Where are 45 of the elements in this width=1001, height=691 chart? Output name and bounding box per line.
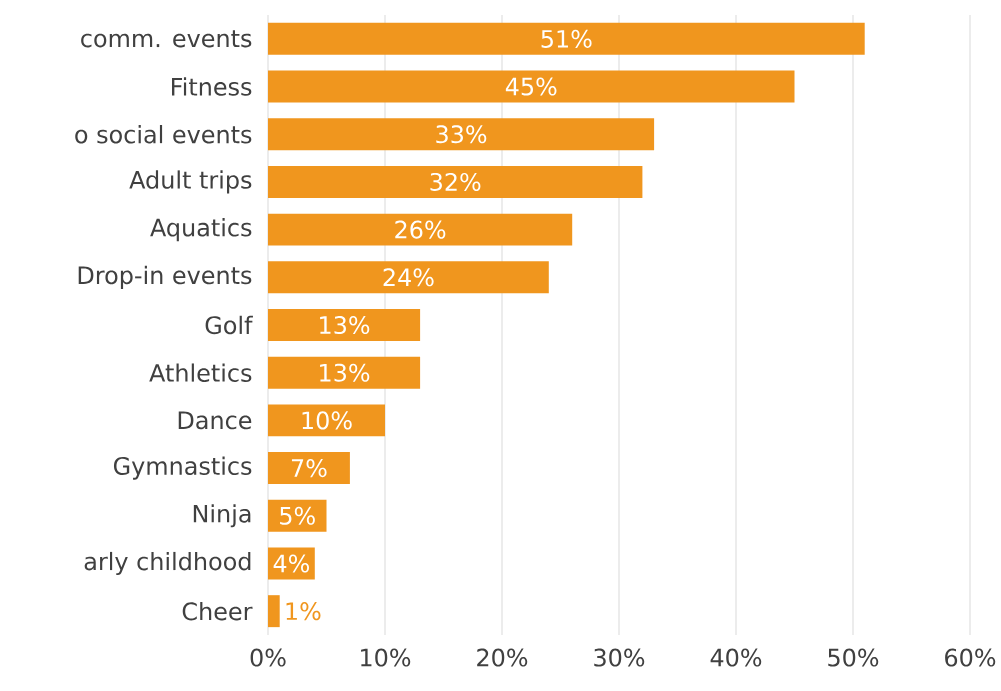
data-label: 51% xyxy=(541,29,592,48)
y-tick-label: Athletics xyxy=(149,363,252,382)
bar xyxy=(268,595,280,628)
x-tick-label: 50% xyxy=(828,648,879,667)
data-label: 24% xyxy=(383,268,434,287)
bar xyxy=(268,261,549,294)
x-tick-label: 60% xyxy=(945,648,996,667)
data-label: 32% xyxy=(430,172,481,191)
data-label: 7% xyxy=(291,459,327,478)
y-tick-label: Cheer xyxy=(182,601,253,621)
data-label: 26% xyxy=(395,220,446,239)
y-tick-label: Gymnastics xyxy=(113,456,252,480)
data-label: 1% xyxy=(286,602,321,621)
data-label: 4% xyxy=(273,554,310,573)
bar xyxy=(268,356,421,389)
y-tick-label: Fitness xyxy=(172,77,252,96)
bar xyxy=(268,452,350,485)
bar xyxy=(268,213,573,246)
x-tick-label: 40% xyxy=(710,648,762,667)
y-tick-label: Adult trips xyxy=(129,170,252,194)
y-tick-label: Golf xyxy=(205,315,253,335)
y-tick-label: Drop-in events xyxy=(78,265,252,289)
bar xyxy=(268,404,385,437)
data-label: 33% xyxy=(436,125,487,144)
data-label: 10% xyxy=(302,411,352,430)
x-tick-label: 10% xyxy=(361,648,411,667)
y-tick-label: arly childhood xyxy=(84,551,251,576)
data-label: 13% xyxy=(320,363,370,382)
y-tick-label: Aquatics xyxy=(150,218,252,242)
y-tick-label: comm. events xyxy=(81,30,252,48)
bar xyxy=(268,70,795,103)
data-label: 5% xyxy=(280,506,315,525)
data-label: 45% xyxy=(505,77,557,96)
bar xyxy=(268,118,655,151)
bar xyxy=(268,309,421,341)
bar xyxy=(268,165,643,198)
y-tick-label: o social events xyxy=(75,124,252,144)
x-tick-label: 0% xyxy=(250,648,286,667)
y-tick-label: Dance xyxy=(178,411,252,430)
bar xyxy=(268,499,327,532)
x-tick-label: 30% xyxy=(594,648,645,667)
y-tick-label: Ninja xyxy=(193,504,251,528)
bar xyxy=(268,22,865,55)
x-tick-label: 20% xyxy=(477,648,528,667)
data-label: 13% xyxy=(320,315,370,335)
